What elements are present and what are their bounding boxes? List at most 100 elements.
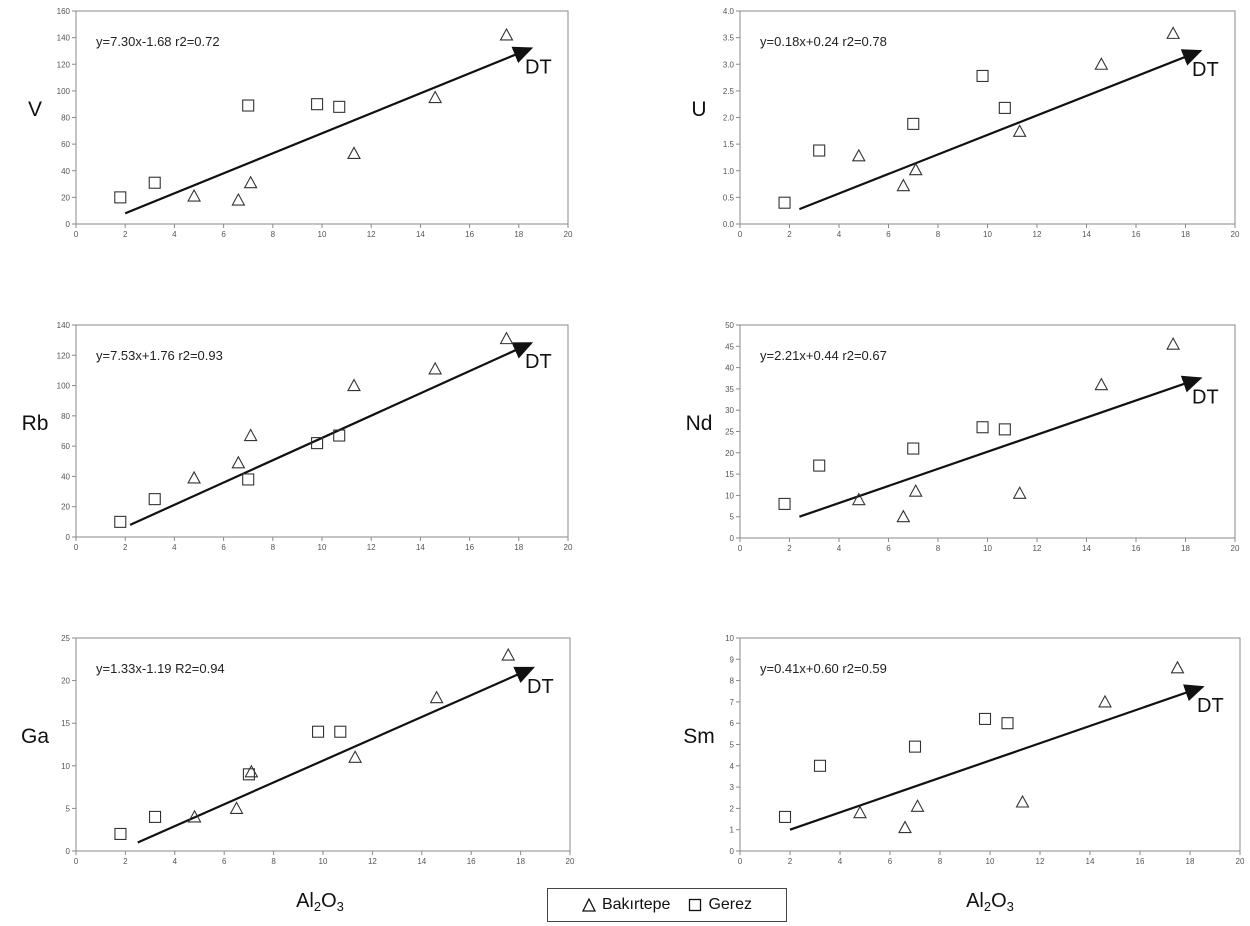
x-tick-label-u: 6 [886, 230, 891, 239]
trend-arrow-sm [789, 684, 1205, 831]
x-tick-label-ga: 12 [368, 857, 377, 866]
data-point-bakirtepe [229, 801, 244, 814]
y-tick-label-nd: 0 [730, 534, 735, 543]
data-point-bakirtepe [187, 188, 202, 202]
data-point-gerez [813, 759, 827, 772]
data-point-gerez [114, 827, 127, 841]
y-tick-label-rb: 100 [57, 382, 71, 391]
x-tick-label-u: 14 [1082, 230, 1091, 239]
y-axis-label-ga: Ga [21, 725, 49, 748]
data-point-bakirtepe [1015, 794, 1030, 808]
trend-label-rb: DT [525, 351, 552, 373]
data-point-gerez [813, 459, 826, 472]
x-tick-label-v: 2 [123, 230, 128, 239]
trend-arrow-nd [799, 375, 1203, 518]
x-tick-label-u: 18 [1181, 230, 1190, 239]
y-tick-label-sm: 7 [730, 698, 735, 707]
y-tick-label-rb: 40 [61, 472, 70, 481]
x-tick-label-u: 12 [1033, 230, 1042, 239]
y-tick-label-nd: 20 [725, 449, 734, 458]
y-tick-label-v: 40 [61, 167, 70, 176]
y-tick-label-sm: 0 [730, 847, 735, 856]
data-point-gerez [333, 429, 346, 442]
x-tick-label-rb: 20 [564, 543, 573, 552]
x-tick-label-rb: 10 [318, 543, 327, 552]
data-point-bakirtepe [243, 428, 258, 442]
y-axis-label-u: U [691, 98, 706, 121]
y-tick-label-ga: 25 [61, 634, 70, 643]
data-point-gerez [1001, 717, 1014, 730]
y-tick-label-u: 1.5 [723, 140, 735, 149]
data-point-bakirtepe [910, 799, 925, 812]
scatter-panel-nd: 0 2 4 6 8 10 12 14 16 18 20 0 5 10 15 20 25 30 35 40 45 50 Nd y… [686, 321, 1240, 553]
x-tick-label-nd: 10 [983, 544, 992, 553]
data-point-bakirtepe [896, 509, 911, 523]
y-tick-label-sm: 8 [730, 677, 735, 686]
x-tick-label-v: 18 [514, 230, 523, 239]
trend-label-ga: DT [527, 676, 554, 698]
x-tick-label-rb: 4 [172, 543, 177, 552]
data-point-gerez [998, 423, 1011, 436]
trend-arrow-rb [129, 342, 534, 526]
x-tick-label-u: 16 [1132, 230, 1141, 239]
data-point-gerez [114, 515, 127, 528]
scatter-panel-v: 0 2 4 6 8 10 12 14 16 18 20 0 20 40 60 80 100 120 140 160 Vy… [28, 7, 573, 239]
data-point-bakirtepe [1094, 377, 1109, 391]
x-tick-label-rb: 2 [123, 543, 128, 552]
data-point-gerez [242, 99, 255, 112]
data-point-bakirtepe [501, 647, 516, 661]
data-point-bakirtepe [428, 361, 443, 375]
x-tick-label-sm: 10 [986, 857, 995, 866]
x-tick-label-ga: 10 [319, 857, 328, 866]
x-tick-label-sm: 0 [738, 857, 743, 866]
data-point-gerez [908, 740, 922, 753]
y-tick-label-u: 3.5 [723, 34, 735, 43]
x-tick-label-u: 4 [837, 230, 842, 239]
x-tick-label-sm: 18 [1186, 857, 1195, 866]
y-tick-label-sm: 1 [730, 826, 735, 835]
regression-equation-nd: y=2.21x+0.44 r2=0.67 [760, 348, 887, 363]
scatter-panel-u: 0 2 4 6 8 10 12 14 16 18 20 0.0 0.5 1.0 1.5 2.0 2.5 3.0 3.… [691, 7, 1240, 239]
y-tick-label-nd: 10 [725, 491, 734, 500]
scatter-panel-sm: 0 2 4 6 8 10 12 14 16 18 20012345678910Smy=0.41x+0… [683, 634, 1245, 866]
data-point-gerez [907, 442, 920, 455]
data-point-gerez [148, 810, 162, 823]
data-point-bakirtepe [231, 192, 246, 206]
x-tick-label-v: 12 [367, 230, 376, 239]
data-point-bakirtepe [348, 750, 363, 763]
trend-label-nd: DT [1192, 386, 1219, 408]
y-tick-label-v: 20 [61, 193, 70, 202]
x-tick-label-rb: 16 [465, 543, 474, 552]
x-tick-label-ga: 8 [271, 857, 276, 866]
data-point-bakirtepe [1012, 124, 1027, 137]
data-point-bakirtepe [244, 764, 259, 778]
x-tick-label-sm: 14 [1086, 857, 1095, 866]
data-point-bakirtepe [187, 809, 202, 823]
x-tick-label-rb: 0 [74, 543, 79, 552]
y-tick-label-sm: 5 [730, 741, 735, 750]
legend: Bakırtepe Gerez [547, 888, 787, 922]
regression-equation-u: y=0.18x+0.24 r2=0.78 [760, 34, 887, 49]
y-tick-label-v: 160 [57, 7, 71, 16]
y-tick-label-nd: 15 [725, 470, 734, 479]
regression-equation-v: y=7.30x-1.68 r2=0.72 [96, 34, 220, 49]
data-point-gerez [976, 69, 989, 83]
data-point-bakirtepe [429, 690, 444, 704]
data-point-gerez [778, 497, 791, 510]
legend-label-bakirtepe: Bakırtepe [601, 896, 671, 913]
x-tick-label-v: 0 [74, 230, 79, 239]
y-tick-label-nd: 5 [730, 513, 735, 522]
regression-equation-sm: y=0.41x+0.60 r2=0.59 [760, 661, 887, 676]
y-tick-label-v: 60 [61, 140, 70, 149]
y-tick-label-u: 2.5 [723, 87, 735, 96]
regression-equation-ga: y=1.33x-1.19 R2=0.94 [96, 661, 225, 676]
data-point-bakirtepe [908, 483, 923, 497]
data-point-bakirtepe [499, 27, 514, 41]
y-tick-label-u: 2.0 [723, 114, 735, 123]
y-axis-label-sm: Sm [683, 725, 715, 748]
scatter-panel-rb: 0 2 4 6 8 10 12 14 16 18 20 0 20 40 60 80 100 120 140 Rb y=7… [22, 321, 573, 552]
y-axis-label-v: V [28, 98, 42, 121]
x-tick-label-nd: 8 [936, 544, 941, 553]
data-point-gerez [778, 810, 792, 823]
y-tick-label-u: 0.0 [723, 220, 735, 229]
